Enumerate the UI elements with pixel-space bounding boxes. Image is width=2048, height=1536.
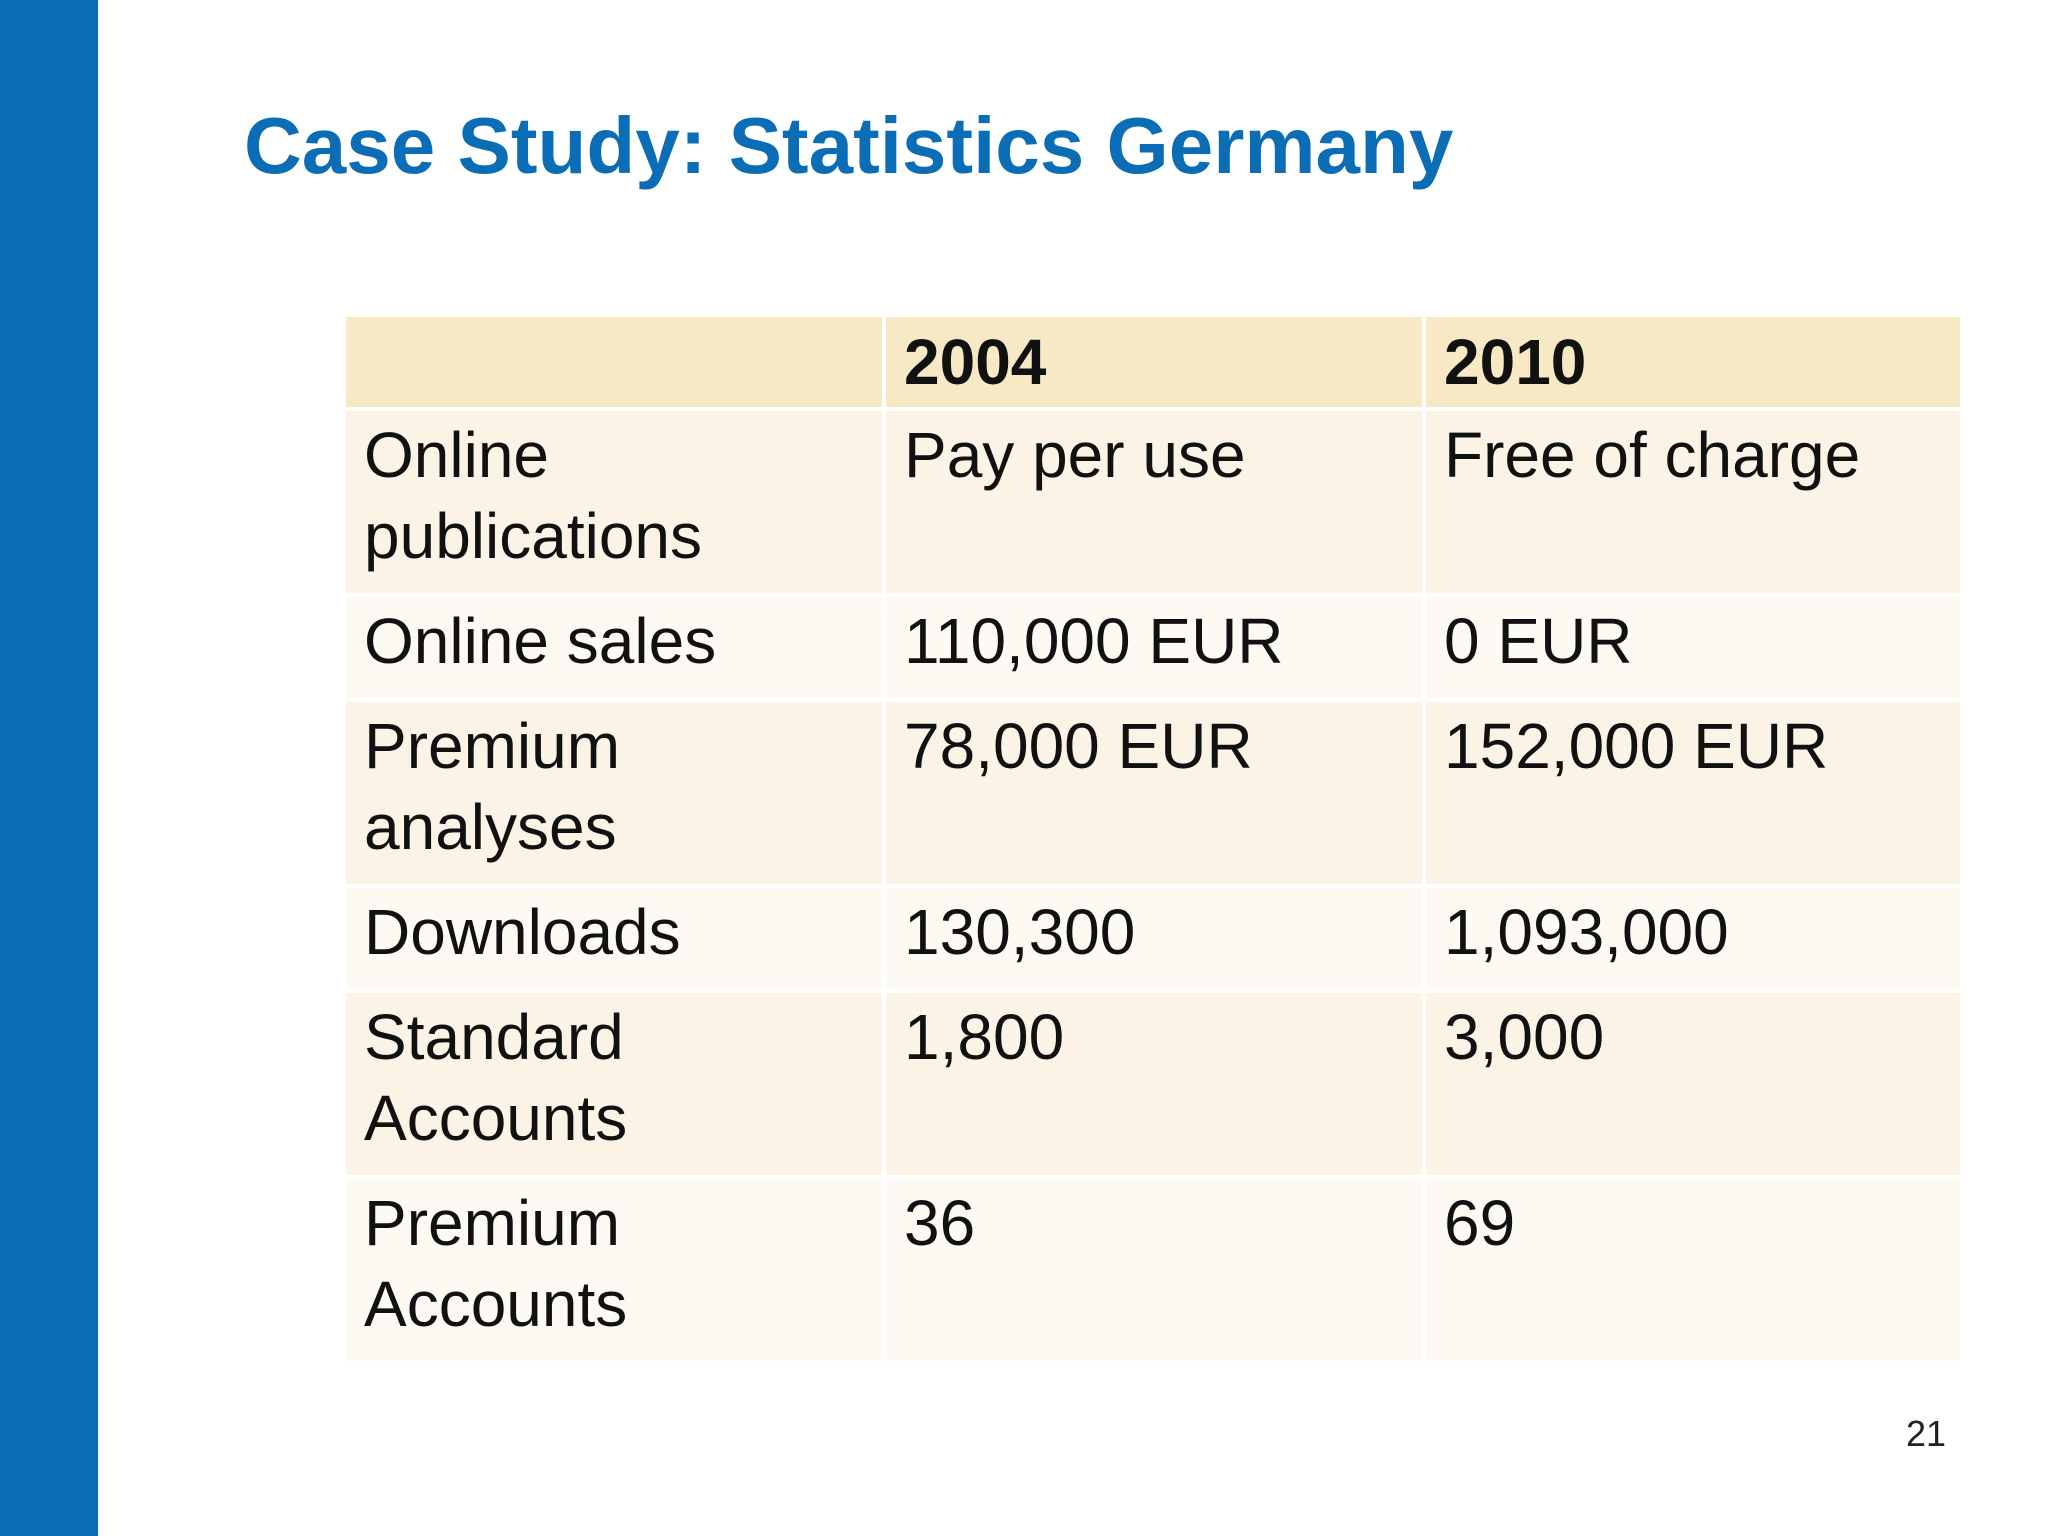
comparison-table: 2004 2010 Online publications Pay per us… bbox=[342, 313, 1964, 1365]
table-cell: Pay per use bbox=[886, 411, 1422, 593]
left-accent-bar bbox=[0, 0, 98, 1536]
table-cell: 152,000 EUR bbox=[1426, 702, 1960, 884]
page-number: 21 bbox=[1905, 1413, 1946, 1454]
table-header-cell bbox=[346, 317, 882, 407]
table-header-row: 2004 2010 bbox=[346, 317, 1960, 407]
table-cell: 1,800 bbox=[886, 993, 1422, 1175]
table-row: Online publications Pay per use Free of … bbox=[346, 411, 1960, 593]
table-row: Standard Accounts 1,800 3,000 bbox=[346, 993, 1960, 1175]
table-cell: 69 bbox=[1426, 1179, 1960, 1361]
row-label-cell: Downloads bbox=[346, 888, 882, 989]
table-row: Downloads 130,300 1,093,000 bbox=[346, 888, 1960, 989]
table-row: Premium analyses 78,000 EUR 152,000 EUR bbox=[346, 702, 1960, 884]
table-cell: 3,000 bbox=[1426, 993, 1960, 1175]
slide-title: Case Study: Statistics Germany bbox=[244, 101, 1454, 190]
table-row: Online sales 110,000 EUR 0 EUR bbox=[346, 597, 1960, 698]
row-label-cell: Premium analyses bbox=[346, 702, 882, 884]
table-cell: 130,300 bbox=[886, 888, 1422, 989]
row-label-cell: Online sales bbox=[346, 597, 882, 698]
table-header-cell: 2010 bbox=[1426, 317, 1960, 407]
table-cell: 0 EUR bbox=[1426, 597, 1960, 698]
table-header-cell: 2004 bbox=[886, 317, 1422, 407]
row-label-cell: Premium Accounts bbox=[346, 1179, 882, 1361]
table-cell: 78,000 EUR bbox=[886, 702, 1422, 884]
row-label-cell: Online publications bbox=[346, 411, 882, 593]
row-label-cell: Standard Accounts bbox=[346, 993, 882, 1175]
table-cell: 110,000 EUR bbox=[886, 597, 1422, 698]
table-cell: 1,093,000 bbox=[1426, 888, 1960, 989]
table-row: Premium Accounts 36 69 bbox=[346, 1179, 1960, 1361]
table-cell: 36 bbox=[886, 1179, 1422, 1361]
table-cell: Free of charge bbox=[1426, 411, 1960, 593]
